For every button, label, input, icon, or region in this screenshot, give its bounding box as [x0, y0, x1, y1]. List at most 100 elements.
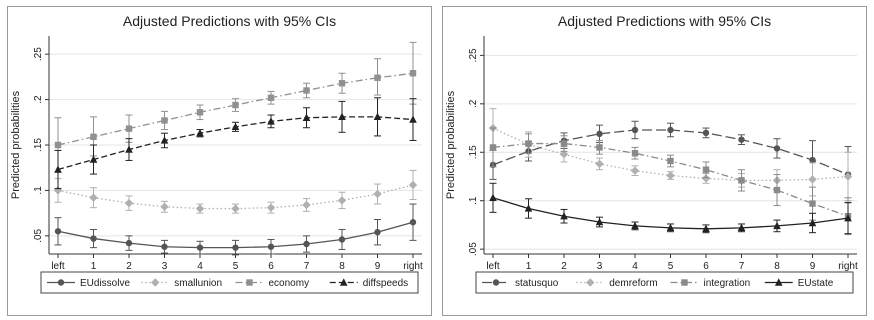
left-chart: Adjusted Predictions with 95% CIs .05 .1 .1…	[7, 6, 432, 316]
x-tick-label: 5	[668, 261, 674, 272]
data-point	[196, 128, 204, 137]
legend-box	[475, 271, 854, 294]
data-point	[631, 221, 639, 230]
data-point	[267, 94, 275, 101]
y-tick-label: .05	[33, 228, 44, 242]
data-point	[738, 177, 745, 184]
data-point	[631, 126, 639, 134]
data-point	[702, 224, 710, 233]
data-point	[667, 126, 674, 134]
series-line	[57, 184, 414, 210]
x-tick-label: right	[838, 261, 858, 272]
legend-item-demreform: demreform	[576, 278, 658, 289]
y-tick-label: .1	[468, 196, 479, 205]
data-point	[595, 159, 604, 169]
data-point	[303, 240, 310, 248]
legend-label: EUdissolve	[80, 278, 130, 289]
legend-marker	[492, 279, 500, 286]
data-point	[596, 130, 603, 138]
series-diffspeeds	[54, 97, 417, 190]
legend-box	[40, 271, 419, 294]
legend-item-statusquo: statusquo	[482, 278, 559, 289]
data-point	[844, 213, 852, 222]
chart-border	[7, 6, 432, 316]
data-point	[374, 74, 381, 81]
data-point	[196, 109, 204, 116]
y-tick-label: .15	[468, 145, 479, 159]
x-tick-label: 2	[561, 261, 567, 272]
data-point	[560, 212, 568, 220]
data-point	[809, 156, 816, 164]
y-tick-label: .25	[33, 47, 44, 61]
legend-item-economy: economy	[235, 278, 310, 289]
data-point	[195, 204, 205, 213]
legend-label: smallunion	[174, 278, 222, 289]
data-point	[596, 144, 603, 151]
data-point	[489, 193, 497, 202]
legend-marker	[681, 279, 688, 286]
data-point	[302, 200, 311, 210]
data-point	[196, 244, 204, 251]
legend-marker	[57, 279, 65, 286]
x-tick-label: 3	[597, 261, 603, 272]
x-tick-label: 8	[339, 261, 345, 272]
legend-item-eustate: EUstate	[764, 278, 834, 289]
data-point	[560, 140, 568, 147]
legend-label: statusquo	[515, 278, 559, 289]
legend-marker	[774, 278, 783, 286]
data-point	[161, 117, 168, 124]
data-point	[90, 133, 97, 141]
data-point	[125, 239, 133, 247]
right-chart-panel: Adjusted Predictions with 95% CIs .05 .1 .1…	[442, 6, 867, 316]
data-point	[373, 112, 382, 121]
data-point	[125, 125, 133, 132]
data-point	[409, 219, 417, 226]
data-point	[631, 150, 639, 157]
chart-border	[442, 6, 867, 316]
left-chart-panel: Adjusted Predictions with 95% CIs .05 .1 .1…	[7, 6, 432, 316]
legend-item-eudissolve: EUdissolve	[47, 278, 130, 289]
data-point	[409, 115, 417, 123]
data-point	[524, 204, 533, 212]
right-chart: Adjusted Predictions with 95% CIs .05 .1 .1…	[442, 6, 867, 316]
series-line	[57, 72, 414, 146]
x-tick-label: 3	[162, 261, 168, 272]
data-point	[267, 243, 275, 250]
data-point	[773, 186, 781, 194]
data-point	[89, 155, 98, 163]
data-point	[630, 166, 640, 175]
data-point	[161, 243, 168, 250]
data-point	[266, 203, 276, 212]
data-point	[808, 175, 817, 184]
data-point	[702, 166, 710, 173]
x-tick-label: 1	[526, 261, 532, 272]
data-point	[54, 141, 62, 149]
legend-item-diffspeeds: diffspeeds	[329, 278, 408, 289]
data-point	[701, 174, 711, 183]
data-point	[773, 145, 781, 152]
series-eudissolve	[54, 203, 417, 256]
y-tick-label: .15	[33, 138, 44, 152]
data-point	[773, 221, 781, 230]
data-point	[124, 198, 134, 208]
data-point	[666, 223, 675, 232]
legend-marker	[151, 278, 160, 287]
data-point	[338, 80, 346, 87]
x-tick-label: 7	[739, 261, 745, 272]
chart-title: Adjusted Predictions with 95% CIs	[123, 13, 336, 29]
x-tick-label: 4	[632, 261, 638, 272]
data-point	[54, 165, 62, 173]
data-point	[231, 204, 240, 213]
legend-label: economy	[269, 278, 310, 289]
x-tick-label: 8	[774, 261, 780, 272]
legend-label: demreform	[609, 278, 657, 289]
x-tick-label: 4	[197, 261, 203, 272]
legend-marker	[586, 278, 595, 287]
y-axis-label: Predicted probabilities	[445, 90, 457, 199]
data-point	[737, 223, 746, 232]
data-point	[160, 136, 169, 144]
x-tick-label: 5	[233, 261, 239, 272]
legend-item-integration: integration	[670, 278, 750, 289]
data-point	[232, 101, 239, 109]
